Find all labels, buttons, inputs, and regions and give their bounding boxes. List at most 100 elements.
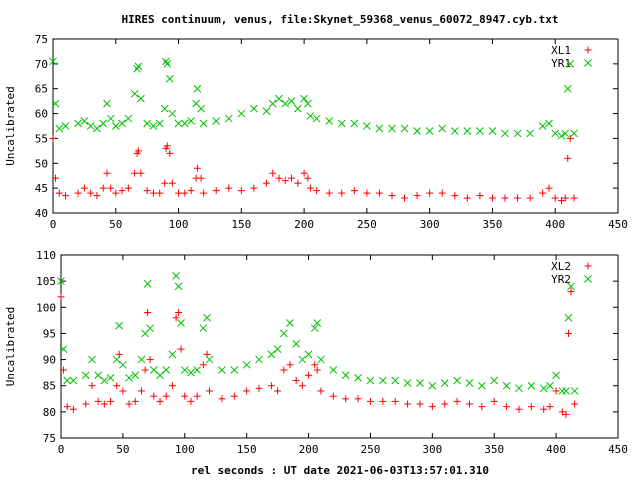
- data-point-yr1: [563, 84, 572, 93]
- data-point-yr2: [81, 371, 90, 380]
- data-point-xl2: [94, 397, 102, 405]
- data-point-yr2: [378, 376, 387, 385]
- data-point-yr2: [156, 371, 164, 380]
- x-tick-label: 400: [545, 218, 565, 231]
- data-point-yr1: [174, 119, 183, 128]
- data-point-yr1: [275, 94, 283, 103]
- y-tick-label: 105: [36, 275, 56, 288]
- data-point-xl1: [350, 187, 358, 195]
- data-point-yr1: [74, 119, 82, 128]
- data-point-xl2: [562, 410, 570, 418]
- data-point-yr1: [130, 89, 139, 98]
- data-point-xl2: [490, 397, 498, 405]
- data-point-yr1: [513, 129, 522, 138]
- data-point-yr1: [450, 127, 459, 135]
- y-tick-label: 90: [43, 354, 56, 367]
- bottom-legend: XL2 YR2: [551, 260, 592, 286]
- data-point-xl2: [230, 392, 238, 400]
- data-point-yr2: [100, 376, 109, 385]
- data-point-xl1: [131, 169, 139, 177]
- data-point-xl2: [119, 387, 127, 395]
- data-point-yr1: [438, 124, 447, 133]
- data-point-yr2: [416, 379, 424, 387]
- data-point-yr1: [51, 99, 60, 108]
- data-point-yr2: [255, 355, 263, 364]
- data-point-xl1: [313, 187, 321, 195]
- data-point-xl2: [187, 397, 195, 405]
- data-point-yr2: [539, 384, 548, 393]
- data-point-yr1: [375, 124, 384, 133]
- data-point-xl2: [255, 384, 263, 392]
- data-point-xl1: [300, 169, 308, 177]
- data-point-yr2: [310, 324, 319, 333]
- data-point-yr2: [564, 313, 573, 322]
- data-point-yr2: [168, 350, 177, 359]
- data-point-xl2: [567, 288, 575, 296]
- data-point-xl1: [250, 184, 258, 192]
- data-point-yr2: [112, 355, 121, 364]
- data-point-yr1: [149, 122, 158, 130]
- data-point-yr2: [199, 324, 208, 333]
- data-point-xl2: [162, 392, 170, 400]
- data-point-xl1: [62, 192, 70, 200]
- y-tick-label: 95: [43, 327, 56, 340]
- y-tick-label: 85: [43, 380, 56, 393]
- data-point-yr1: [463, 127, 472, 135]
- data-point-yr2: [203, 313, 211, 322]
- data-point-yr2: [477, 381, 486, 390]
- data-point-xl1: [87, 189, 95, 197]
- data-point-xl2: [243, 387, 251, 395]
- data-point-xl1: [501, 194, 509, 202]
- data-point-xl1: [93, 192, 101, 200]
- data-point-yr2: [502, 381, 511, 390]
- data-point-xl1: [363, 189, 371, 197]
- data-point-yr1: [187, 117, 195, 125]
- data-point-yr1: [199, 119, 208, 128]
- data-point-yr2: [69, 376, 78, 385]
- data-point-yr1: [49, 57, 57, 66]
- data-point-yr2: [313, 319, 322, 327]
- data-point-yr1: [93, 124, 101, 133]
- data-point-xl1: [426, 189, 434, 197]
- data-point-yr2: [63, 376, 72, 385]
- data-point-yr2: [172, 272, 180, 280]
- data-point-yr2: [180, 366, 189, 374]
- x-tick-label: 150: [237, 443, 257, 456]
- data-point-yr1: [306, 112, 315, 120]
- data-point-xl2: [292, 376, 300, 384]
- y-tick-label: 40: [35, 207, 48, 220]
- data-point-xl2: [317, 387, 325, 395]
- data-point-yr2: [304, 350, 313, 359]
- data-point-yr2: [177, 319, 185, 327]
- top-plot-frame: [52, 38, 619, 214]
- data-point-xl2: [428, 403, 436, 411]
- data-point-xl1: [99, 184, 107, 192]
- data-point-yr1: [55, 124, 64, 133]
- data-point-yr1: [61, 122, 70, 130]
- data-point-xl2: [137, 387, 145, 395]
- data-point-yr2: [218, 366, 226, 374]
- data-point-xl2: [280, 366, 288, 374]
- x-tick-label: 450: [608, 218, 628, 231]
- data-point-xl2: [329, 392, 337, 400]
- data-point-yr1: [413, 127, 421, 135]
- data-point-yr2: [131, 371, 140, 380]
- data-point-yr1: [304, 99, 312, 108]
- x-tick-label: 0: [50, 218, 57, 231]
- data-point-yr1: [111, 122, 120, 130]
- data-point-xl2: [441, 400, 449, 408]
- data-point-xl1: [545, 184, 553, 192]
- data-point-xl1: [134, 147, 142, 155]
- data-point-xl1: [558, 197, 565, 205]
- data-point-xl1: [488, 194, 496, 202]
- top-legend: XL1 YR1: [551, 44, 592, 70]
- data-point-xl1: [438, 189, 446, 197]
- y-tick-label: 75: [43, 432, 56, 445]
- data-point-yr1: [300, 94, 308, 103]
- data-point-yr1: [143, 119, 152, 128]
- data-point-yr1: [538, 122, 547, 130]
- data-point-xl1: [149, 189, 157, 197]
- data-point-yr2: [298, 355, 307, 364]
- data-point-yr1: [155, 119, 164, 128]
- data-point-xl1: [103, 169, 111, 177]
